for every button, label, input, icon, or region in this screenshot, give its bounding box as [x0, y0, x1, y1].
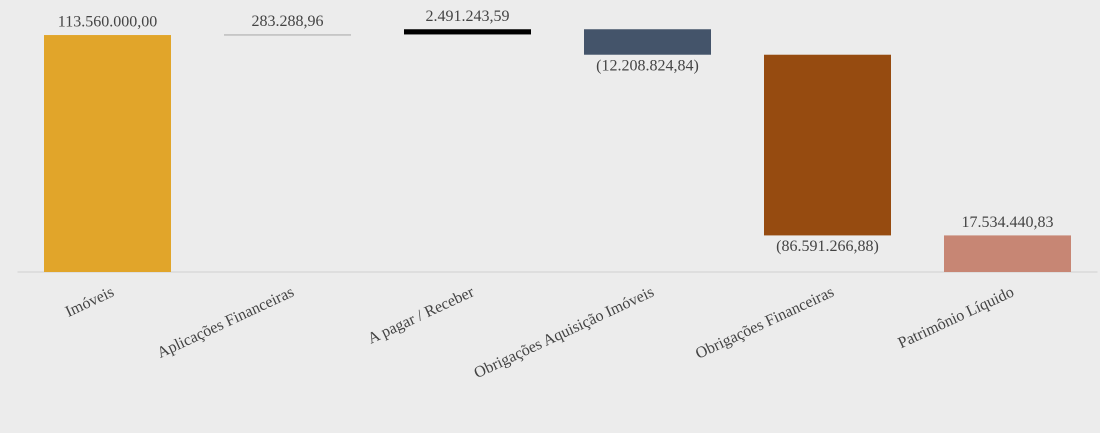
- x-tick-label: Patrimônio Líquido: [896, 284, 1017, 353]
- x-tick-label: Obrigações Financeiras: [693, 284, 837, 363]
- x-tick-label: Obrigações Aquisição Imóveis: [472, 284, 657, 382]
- value-label: 283.288,96: [252, 13, 324, 30]
- value-label: 2.491.243,59: [426, 8, 510, 25]
- bar: [44, 35, 171, 272]
- x-tick-label: A pagar / Receber: [365, 283, 477, 347]
- x-tick-label: Imóveis: [63, 284, 117, 321]
- value-label: (12.208.824,84): [596, 57, 699, 74]
- value-label: 17.534.440,83: [962, 214, 1054, 231]
- bar: [404, 29, 531, 35]
- bar: [224, 34, 351, 36]
- bar: [944, 235, 1071, 272]
- value-label: (86.591.266,88): [776, 238, 879, 255]
- x-tick-label: Aplicações Financeiras: [155, 284, 297, 362]
- bar: [764, 54, 891, 236]
- bar: [584, 29, 711, 55]
- value-label: 113.560.000,00: [58, 14, 157, 31]
